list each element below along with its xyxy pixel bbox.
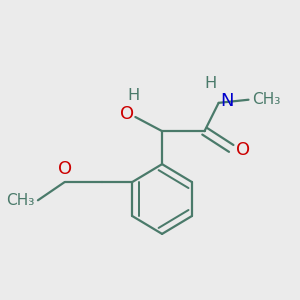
Text: CH₃: CH₃	[6, 193, 35, 208]
Text: H: H	[205, 76, 217, 91]
Text: CH₃: CH₃	[252, 92, 280, 107]
Text: N: N	[220, 92, 234, 110]
Text: O: O	[58, 160, 72, 178]
Text: O: O	[236, 141, 250, 159]
Text: O: O	[120, 105, 134, 123]
Text: methoxy: methoxy	[28, 200, 35, 201]
Text: H: H	[128, 88, 140, 103]
